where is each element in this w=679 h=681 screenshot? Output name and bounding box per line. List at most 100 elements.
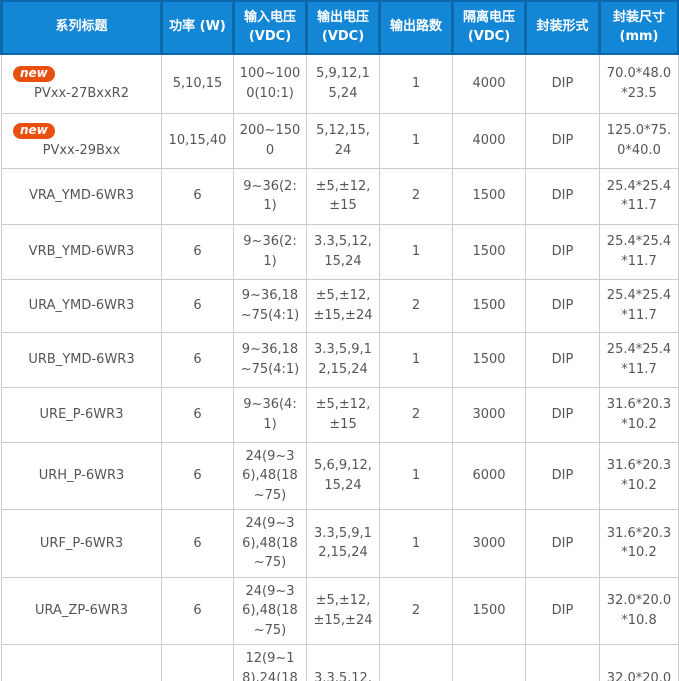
isolation-voltage-cell: 1500 bbox=[452, 223, 526, 280]
package-cell: DIP bbox=[525, 112, 600, 169]
series-cell: new PVxx-27BxxR2 bbox=[1, 53, 162, 114]
output-voltage-cell: ±5,±12,±15 bbox=[306, 167, 380, 225]
series-name: VRA_YMD-6WR3 bbox=[28, 188, 135, 204]
column-header-dimensions: 封装尺寸 (mm) bbox=[598, 0, 679, 55]
dimensions-cell: 25.4*25.4*11.7 bbox=[599, 167, 679, 225]
isolation-voltage-cell: 1500 bbox=[452, 278, 526, 333]
dimensions-cell: 25.4*25.4*11.7 bbox=[599, 223, 679, 280]
series-cell: URE_P-6WR3 bbox=[1, 386, 162, 443]
table-row: VRB_YMD-6WR3 6 9~36(2:1) 3.3,5,12,15,24 1 150… bbox=[1, 223, 679, 280]
output-voltage-cell: 5,6,9,12,15,24 bbox=[306, 441, 380, 510]
output-voltage-cell: 5,12,15,24 bbox=[306, 112, 380, 169]
series-cell: VRB_YMD-6WR3 bbox=[1, 223, 162, 280]
package-cell: DIP bbox=[525, 331, 600, 388]
package-cell: DIP bbox=[525, 576, 600, 645]
package-cell: DIP bbox=[525, 509, 600, 578]
output-count-cell: 2 bbox=[379, 278, 453, 333]
series-name: URF_P-6WR3 bbox=[39, 535, 124, 551]
header-row: 系列标题 功率 (W) 输入电压 (VDC) 输出电压 (VDC) 输出路数 隔离电压 (… bbox=[0, 0, 679, 55]
power-cell: 6 bbox=[161, 223, 234, 280]
table-row: URF_P-6WR3 6 24(9~36),48(18~75) 3.3,5,9,12,… bbox=[1, 509, 679, 578]
series-name: URA_YMD-6WR3 bbox=[28, 297, 135, 313]
isolation-voltage-cell: 1500 bbox=[452, 644, 526, 681]
dimensions-cell: 25.4*25.4*11.7 bbox=[599, 278, 679, 333]
power-cell: 6 bbox=[161, 509, 234, 578]
table-row: VRA_YMD-6WR3 6 9~36(2:1) ±5,±12,±15 2 1500 DIP… bbox=[1, 167, 679, 225]
power-cell: 6 bbox=[161, 576, 234, 645]
new-badge: new bbox=[13, 122, 55, 139]
column-header-output-voltage: 输出电压 (VDC) bbox=[305, 0, 381, 55]
output-count-cell: 1 bbox=[379, 112, 453, 169]
series-cell: URF_P-6WR3 bbox=[1, 509, 162, 578]
dimensions-cell: 32.0*20.0*10.8 bbox=[599, 644, 679, 681]
column-header-package: 封装形式 bbox=[524, 0, 601, 55]
series-name: URA_ZP-6WR3 bbox=[35, 603, 128, 618]
output-count-cell: 2 bbox=[379, 167, 453, 225]
series-cell: VRB_ZP-6WR3 bbox=[1, 644, 162, 681]
input-voltage-cell: 24(9~36),48(18~75) bbox=[233, 509, 307, 578]
output-voltage-cell: 5,9,12,15,24 bbox=[306, 53, 380, 114]
isolation-voltage-cell: 3000 bbox=[452, 509, 526, 578]
dimensions-cell: 70.0*48.0*23.5 bbox=[599, 53, 679, 114]
output-voltage-cell: ±5,±12,±15,±24 bbox=[306, 576, 380, 645]
output-count-cell: 1 bbox=[379, 441, 453, 510]
input-voltage-cell: 100~1000(10:1) bbox=[233, 53, 307, 114]
package-cell: DIP bbox=[525, 644, 600, 681]
output-voltage-cell: ±5,±12,±15,±24 bbox=[306, 278, 380, 333]
output-count-cell: 1 bbox=[379, 509, 453, 578]
series-name: URH_P-6WR3 bbox=[38, 468, 125, 483]
package-cell: DIP bbox=[525, 386, 600, 443]
isolation-voltage-cell: 3000 bbox=[452, 386, 526, 443]
series-cell: new PVxx-29Bxx bbox=[1, 112, 162, 169]
package-cell: DIP bbox=[525, 53, 600, 114]
table-row: URA_ZP-6WR3 6 24(9~36),48(18~75) ±5,±12,±15… bbox=[1, 576, 679, 645]
series-cell: URB_YMD-6WR3 bbox=[1, 331, 162, 388]
dimensions-cell: 32.0*20.0*10.8 bbox=[599, 576, 679, 645]
table-body: new PVxx-27BxxR2 5,10,15 100~1000(10:1) 5,9,… bbox=[1, 53, 679, 681]
input-voltage-cell: 9~36(2:1) bbox=[233, 167, 307, 225]
output-voltage-cell: ±5,±12,±15 bbox=[306, 386, 380, 443]
power-cell: 6 bbox=[161, 386, 234, 443]
table-row: URB_YMD-6WR3 6 9~36,18~75(4:1) 3.3,5,9,12,1… bbox=[1, 331, 679, 388]
isolation-voltage-cell: 4000 bbox=[452, 53, 526, 114]
table-row: URA_YMD-6WR3 6 9~36,18~75(4:1) ±5,±12,±15,±… bbox=[1, 278, 679, 333]
input-voltage-cell: 9~36,18~75(4:1) bbox=[233, 331, 307, 388]
package-cell: DIP bbox=[525, 441, 600, 510]
series-name: URB_YMD-6WR3 bbox=[28, 351, 135, 367]
power-cell: 10,15,40 bbox=[161, 112, 234, 169]
isolation-voltage-cell: 1500 bbox=[452, 576, 526, 645]
output-voltage-cell: 3.3,5,12,15,24 bbox=[306, 644, 380, 681]
power-cell: 6 bbox=[161, 644, 234, 681]
series-cell: URA_YMD-6WR3 bbox=[1, 278, 162, 333]
output-count-cell: 1 bbox=[379, 53, 453, 114]
input-voltage-cell: 12(9~18),24(18~36),48(36~75) bbox=[233, 644, 307, 681]
isolation-voltage-cell: 1500 bbox=[452, 331, 526, 388]
output-voltage-cell: 3.3,5,12,15,24 bbox=[306, 223, 380, 280]
new-badge-line: new bbox=[4, 121, 159, 141]
series-name: PVxx-27BxxR2 bbox=[34, 86, 129, 102]
series-cell: URH_P-6WR3 bbox=[1, 441, 162, 510]
power-cell: 5,10,15 bbox=[161, 53, 234, 114]
dimensions-cell: 25.4*25.4*11.7 bbox=[599, 331, 679, 388]
table-row: new PVxx-27BxxR2 5,10,15 100~1000(10:1) 5,9,… bbox=[1, 53, 679, 114]
column-header-input-voltage: 输入电压 (VDC) bbox=[232, 0, 308, 55]
column-header-power: 功率 (W) bbox=[160, 0, 235, 55]
table-row: VRB_ZP-6WR3612(9~18),24(18~36),48(36~75)… bbox=[1, 644, 679, 681]
dimensions-cell: 31.6*20.3*10.2 bbox=[599, 509, 679, 578]
output-voltage-cell: 3.3,5,9,12,15,24 bbox=[306, 509, 380, 578]
table-row: URH_P-6WR3 6 24(9~36),48(18~75) 5,6,9,12,15… bbox=[1, 441, 679, 510]
power-cell: 6 bbox=[161, 167, 234, 225]
input-voltage-cell: 9~36(2:1) bbox=[233, 223, 307, 280]
output-count-cell: 2 bbox=[379, 386, 453, 443]
dimensions-cell: 125.0*75.0*40.0 bbox=[599, 112, 679, 169]
output-count-cell: 1 bbox=[379, 223, 453, 280]
series-cell: URA_ZP-6WR3 bbox=[1, 576, 162, 645]
input-voltage-cell: 9~36(4:1) bbox=[233, 386, 307, 443]
column-header-series: 系列标题 bbox=[0, 0, 163, 55]
dimensions-cell: 31.6*20.3*10.2 bbox=[599, 441, 679, 510]
table-row: URE_P-6WR3 6 9~36(4:1) ±5,±12,±15 2 3000 DIP 31… bbox=[1, 386, 679, 443]
package-cell: DIP bbox=[525, 223, 600, 280]
new-badge: new bbox=[13, 65, 55, 82]
